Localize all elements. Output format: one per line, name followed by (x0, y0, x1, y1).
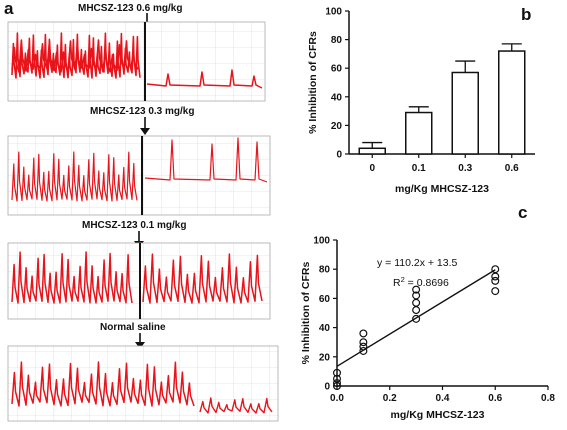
trace-0.1 (11, 251, 263, 304)
panel-letter-b: b (521, 5, 531, 24)
y-tick-label-b: 60 (331, 64, 343, 75)
y-tick-label-b: 0 (336, 150, 342, 161)
category-label: 0.1 (412, 163, 426, 174)
data-point (359, 329, 368, 338)
category-label: 0.6 (505, 163, 519, 174)
data-point (359, 346, 368, 355)
r-squared-prefix: R (393, 277, 401, 289)
data-point (491, 276, 500, 285)
fit-equation: y = 110.2x + 13.5 (377, 257, 458, 269)
trace-box-0.3 (7, 135, 271, 216)
x-tick-label-c: 0.0 (330, 393, 344, 404)
data-point (412, 291, 421, 300)
data-point (412, 285, 421, 294)
y-tick-label-b: 100 (325, 7, 342, 18)
y-axis-title-c: % Inhibition of CFRs (300, 262, 312, 365)
y-tick-label-b: 20 (331, 121, 343, 132)
trace-label-0.3: MHCSZ-123 0.3 mg/kg (90, 106, 194, 117)
category-label: 0.3 (458, 163, 472, 174)
bar-0.3 (451, 71, 479, 155)
arrow-down-icon (140, 128, 150, 135)
y-tick-label-c: 40 (319, 323, 331, 334)
x-tick-label-c: 0.2 (383, 393, 397, 404)
y-tick-label-c: 100 (313, 236, 330, 247)
r-squared: R2 = 0.8696 (393, 275, 449, 289)
panel-letter-c: c (518, 203, 527, 222)
scatter-chart: 0 20 40 60 80 100 0.0 0.2 0.4 0.6 0.8 y = 110.2x + … (300, 236, 555, 422)
x-axis-title-c: mg/Kg MHCSZ-123 (391, 409, 485, 421)
bar-0.6 (498, 50, 526, 155)
x-tick-label-c: 0.6 (488, 393, 502, 404)
y-tick-label-c: 20 (319, 352, 331, 363)
y-tick-label-c: 60 (319, 294, 331, 305)
trace-0.6 (11, 32, 263, 89)
x-axis-title-b: mg/Kg MHCSZ-123 (395, 183, 489, 195)
data-point (491, 272, 500, 281)
trace-saline (11, 361, 273, 414)
data-point (412, 306, 421, 315)
bar-chart: 0 20 40 60 80 100 0 0.1 0.3 0.6 mg/Kg MHCSZ-123 % I… (307, 7, 535, 195)
data-point (412, 298, 421, 307)
trace-label-0.1: MHCSZ-123 0.1 mg/kg (82, 220, 186, 231)
data-point (412, 314, 421, 323)
trace-label-0.6: MHCSZ-123 0.6 mg/kg (78, 3, 182, 14)
data-point (359, 342, 368, 351)
data-point (333, 379, 342, 388)
y-axis-title-b: % Inhibition of CFRs (307, 31, 319, 134)
y-tick-label-c: 80 (319, 265, 331, 276)
y-tick-label-b: 40 (331, 92, 343, 103)
panel-letter-a: a (4, 0, 14, 18)
data-point (491, 287, 500, 296)
data-point (359, 338, 368, 347)
x-tick-label-c: 0.8 (541, 393, 555, 404)
category-label: 0 (369, 163, 375, 174)
y-tick-label-b: 80 (331, 35, 343, 46)
data-point (491, 265, 500, 274)
trace-label-saline: Normal saline (100, 322, 166, 333)
r-squared-value: = 0.8696 (405, 277, 449, 289)
arrow-down-icon (135, 342, 145, 349)
bar-0.1 (405, 111, 433, 155)
trace-0.3 (11, 137, 268, 202)
x-tick-label-c: 0.4 (436, 393, 450, 404)
data-point (333, 368, 342, 377)
data-point (333, 374, 342, 383)
r-squared-exponent: 2 (401, 275, 405, 284)
y-tick-label-c: 0 (324, 382, 330, 393)
bar-0 (358, 147, 386, 155)
